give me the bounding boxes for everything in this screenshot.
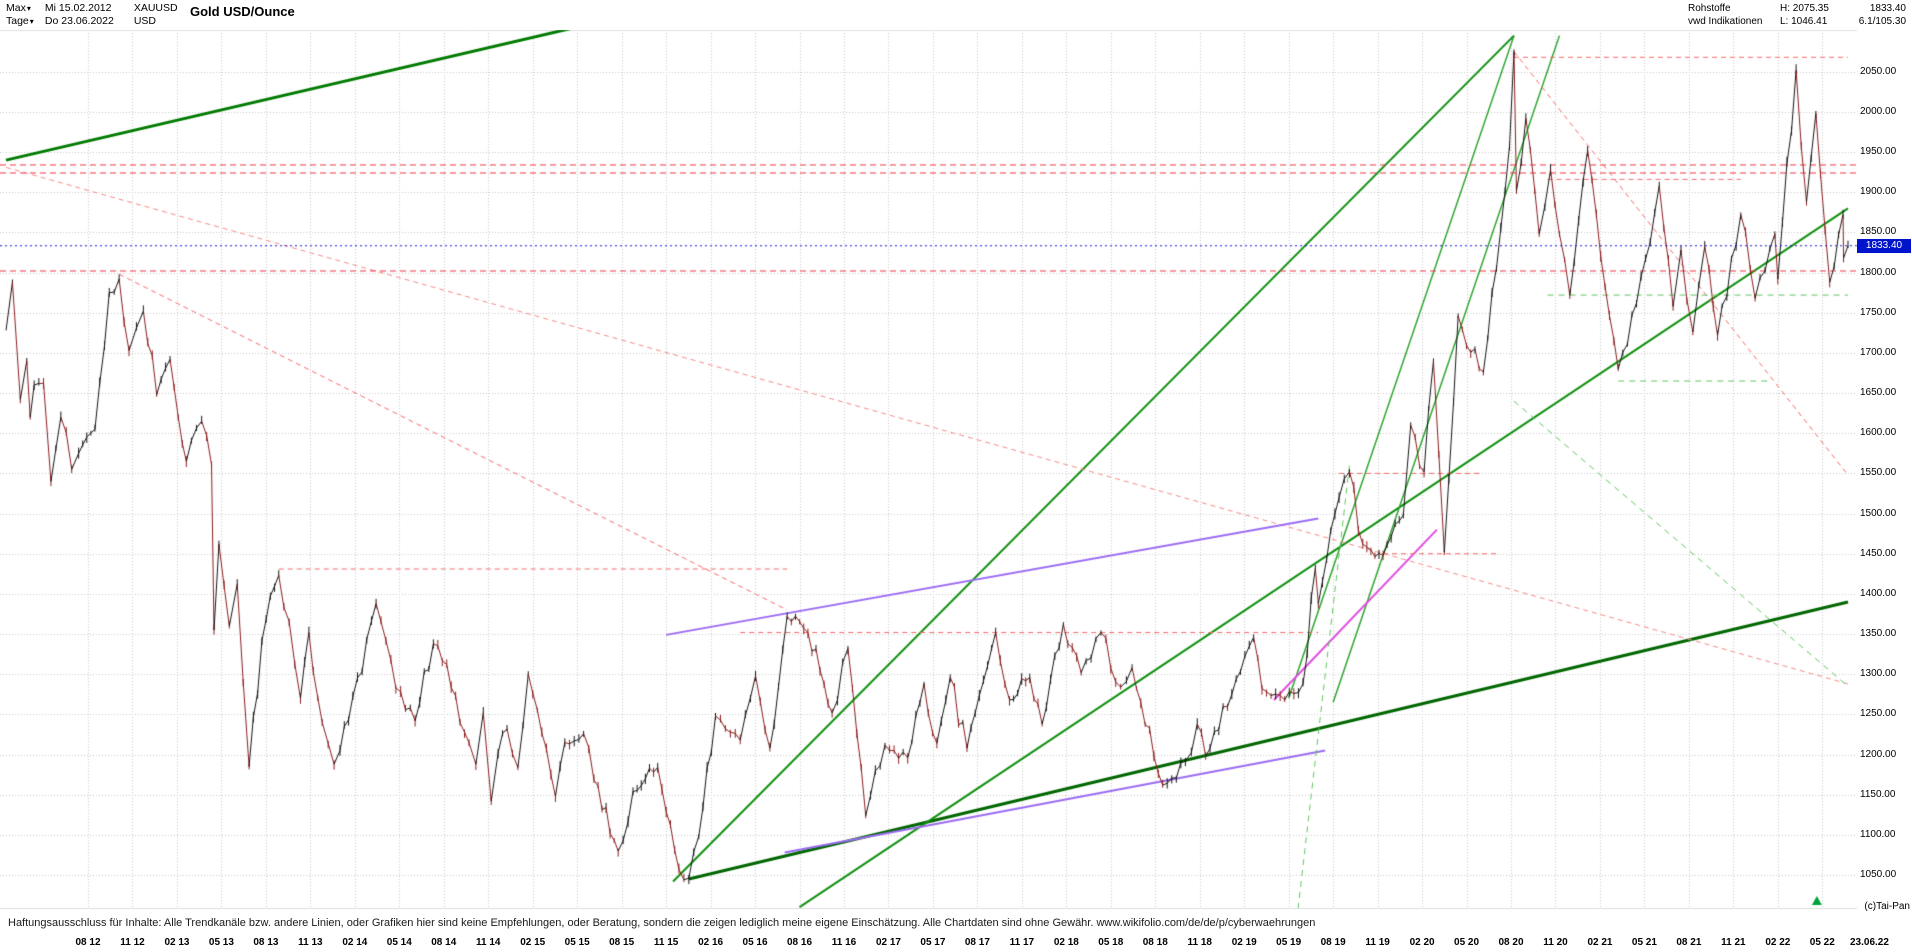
interval-selector-label: Tage bbox=[6, 15, 29, 27]
disclaimer-text: Haftungsausschluss für Inhalte: Alle Tre… bbox=[8, 917, 1316, 929]
last-price-label: 1833.40 bbox=[1857, 238, 1911, 253]
y-axis-label: 1950.00 bbox=[1860, 146, 1897, 158]
currency-label: USD bbox=[133, 15, 157, 27]
chart-header: Max▾ Mi 15.02.2012 XAUUSD Tage▾ Do 23.06… bbox=[0, 0, 1912, 30]
y-axis: 2050.00 2000.00 1950.00 1900.00 1850.00 1800.… bbox=[1860, 0, 1912, 952]
y-axis-label: 1750.00 bbox=[1860, 306, 1897, 318]
y-axis-label: 1200.00 bbox=[1860, 748, 1897, 760]
range-selector[interactable]: Max▾ bbox=[6, 2, 42, 15]
copyright-label: (c)Tai-Pan bbox=[1864, 901, 1910, 912]
y-axis-label: 1450.00 bbox=[1860, 547, 1897, 559]
y-axis-label: 1100.00 bbox=[1860, 828, 1896, 840]
chevron-down-icon: ▾ bbox=[26, 4, 31, 13]
y-axis-label: 1050.00 bbox=[1860, 869, 1897, 881]
y-axis-label: 1700.00 bbox=[1860, 346, 1897, 358]
y-axis-label: 1400.00 bbox=[1860, 587, 1897, 599]
page-title: Gold USD/Ounce bbox=[190, 4, 295, 19]
interval-selector[interactable]: Tage▾ bbox=[6, 15, 42, 28]
y-axis-label: 1900.00 bbox=[1860, 186, 1897, 198]
y-axis-label: 1300.00 bbox=[1860, 668, 1897, 680]
y-axis-label: 1500.00 bbox=[1860, 507, 1897, 519]
y-axis-label: 1250.00 bbox=[1860, 708, 1897, 720]
chevron-down-icon: ▾ bbox=[29, 17, 34, 26]
y-axis-label: 2050.00 bbox=[1860, 65, 1897, 77]
header-right: Rohstoffe H: 2075.35 1833.40 vwd Indikat… bbox=[1688, 2, 1906, 28]
y-axis-label: 1850.00 bbox=[1860, 226, 1897, 238]
end-date: Do 23.06.2022 bbox=[44, 15, 114, 27]
range-selector-label: Max bbox=[6, 2, 26, 14]
y-axis-label: 1600.00 bbox=[1860, 427, 1897, 439]
category-label: Rohstoffe bbox=[1688, 3, 1731, 14]
y-axis-label: 1150.00 bbox=[1860, 788, 1896, 800]
y-axis-label: 1350.00 bbox=[1860, 628, 1897, 640]
symbol-label: XAUUSD bbox=[133, 2, 178, 14]
change-value: 6.1/105.30 bbox=[1858, 16, 1906, 27]
x-axis-last-date: 23.06.22 bbox=[1850, 937, 1889, 948]
source-label: vwd Indikationen bbox=[1688, 16, 1763, 27]
last-price-value: 1833.40 bbox=[1869, 3, 1906, 14]
low-label: L: 1046.41 bbox=[1780, 16, 1828, 27]
header-left: Max▾ Mi 15.02.2012 XAUUSD Tage▾ Do 23.06… bbox=[6, 2, 194, 28]
y-axis-label: 2000.00 bbox=[1860, 105, 1897, 117]
y-axis-label: 1550.00 bbox=[1860, 467, 1897, 479]
high-label: H: 2075.35 bbox=[1780, 3, 1829, 14]
y-axis-label: 1800.00 bbox=[1860, 266, 1897, 278]
y-axis-label: 1650.00 bbox=[1860, 387, 1897, 399]
start-date: Mi 15.02.2012 bbox=[44, 2, 112, 14]
